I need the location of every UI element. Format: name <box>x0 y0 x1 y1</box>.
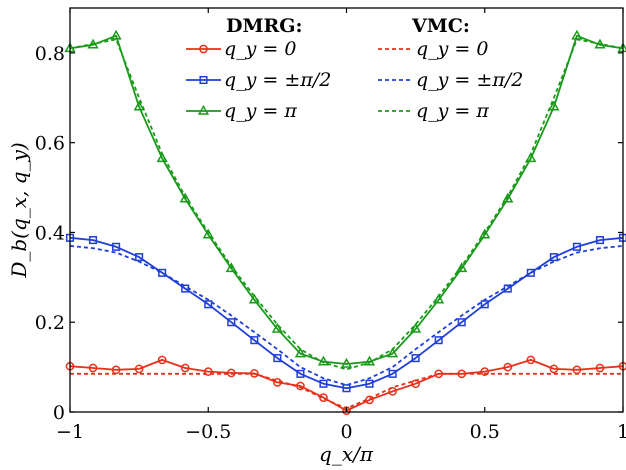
series-0-point-23 <box>595 363 605 373</box>
series-1-point-21 <box>549 253 558 262</box>
series-1-point-16 <box>434 336 443 345</box>
plot-frame <box>69 7 624 413</box>
ticks-layer: −1 −0.5 0 0.5 1 0 0.2 0.4 0.6 0.8 <box>35 8 626 443</box>
series-5 <box>69 38 624 371</box>
y-tick-label-0: 0 <box>53 402 65 424</box>
series-2-point-5 <box>179 192 191 203</box>
series-2-point-15 <box>410 322 422 333</box>
x-tick-label-4: 1 <box>617 421 626 443</box>
series-2-point-14 <box>387 347 399 358</box>
series-1-point-20 <box>526 268 535 277</box>
series-2-point-2 <box>110 29 122 40</box>
legend-label-1-0: q_y = 0 <box>416 38 488 60</box>
y-tick-label-2: 0.4 <box>35 222 65 244</box>
series-1-point-4 <box>158 268 167 277</box>
series-1-point-12 <box>342 384 351 393</box>
y-axis-label: D_b(q_x, q_y) <box>7 142 31 278</box>
series-0-point-2 <box>111 365 121 375</box>
series-1-point-22 <box>572 242 581 251</box>
legend-label-1-1: q_y = ±π/2 <box>416 69 523 91</box>
series-0-point-14 <box>388 387 397 396</box>
series-0-point-3 <box>134 364 144 374</box>
series-2-point-21 <box>548 100 560 111</box>
series-1-point-11 <box>319 379 328 388</box>
series-2-point-18 <box>479 228 491 239</box>
x-tick-label-2: 0 <box>340 421 352 443</box>
y-tick-label-3: 0.6 <box>35 133 65 155</box>
series-2-point-9 <box>271 322 283 333</box>
series-1-point-13 <box>365 379 374 388</box>
series-1-point-8 <box>250 336 259 345</box>
series-1-point-17 <box>457 318 466 327</box>
series-1-point-1 <box>88 236 98 245</box>
series-layer <box>64 29 626 416</box>
series-1-point-6 <box>204 300 213 309</box>
series-2-point-19 <box>502 192 514 203</box>
legend-marker-2 <box>197 104 210 115</box>
legend-title-dmrg: DMRG: <box>226 15 303 37</box>
series-0-point-5 <box>180 363 190 373</box>
series-2-point-20 <box>525 152 537 163</box>
legend-marker-0 <box>199 44 208 54</box>
series-1-point-7 <box>227 318 236 327</box>
series-2-point-3 <box>133 100 145 111</box>
legend-label-0-0: q_y = 0 <box>224 38 296 60</box>
series-0-point-1 <box>88 363 98 373</box>
x-tick-label-0: −1 <box>56 421 84 443</box>
series-line-1 <box>69 236 624 390</box>
series-1-point-3 <box>135 253 144 262</box>
series-0-point-8 <box>249 369 259 378</box>
series-0-point-18 <box>480 367 490 376</box>
series-line-2 <box>69 34 624 365</box>
legend-entries: q_y = 0 q_y = ±π/2 q_y = π q_y = 0 q_y = ±π/… <box>186 38 523 122</box>
series-1-point-2 <box>112 242 121 251</box>
series-2-point-12 <box>340 357 353 368</box>
series-1-point-14 <box>388 369 397 378</box>
legend-title-vmc: VMC: <box>411 15 470 37</box>
series-0-point-4 <box>157 355 167 365</box>
legend-marker-1 <box>199 75 208 85</box>
series-line-5 <box>69 38 624 371</box>
series-1-point-10 <box>296 369 305 378</box>
series-2-point-4 <box>156 152 168 163</box>
series-2 <box>64 29 626 368</box>
series-1-point-18 <box>480 300 489 309</box>
series-0-point-6 <box>203 367 213 376</box>
y-tick-label-4: 0.8 <box>35 43 65 65</box>
series-2-point-6 <box>202 228 214 239</box>
series-0-point-10 <box>296 381 305 391</box>
series-2-point-16 <box>433 293 445 304</box>
series-0-point-20 <box>526 355 536 365</box>
x-axis-label: q_x/π <box>319 442 374 466</box>
series-0-point-21 <box>549 364 559 374</box>
series-1-point-9 <box>273 354 282 363</box>
series-1 <box>65 233 626 393</box>
series-1-point-23 <box>595 236 605 245</box>
series-2-point-13 <box>363 355 376 366</box>
series-2-point-10 <box>294 347 306 358</box>
legend-label-0-2: q_y = π <box>224 100 297 122</box>
x-tick-label-1: −0.5 <box>185 421 231 443</box>
series-1-point-15 <box>411 354 420 363</box>
legend-label-1-2: q_y = π <box>416 100 489 122</box>
series-0-point-19 <box>503 362 513 372</box>
legend: DMRG: VMC: q_y = 0q_y = ±π/2q_y = πq_y =… <box>186 15 523 122</box>
y-tick-label-1: 0.2 <box>35 312 65 334</box>
x-tick-label-3: 0.5 <box>470 421 500 443</box>
legend-label-0-1: q_y = ±π/2 <box>224 69 331 91</box>
